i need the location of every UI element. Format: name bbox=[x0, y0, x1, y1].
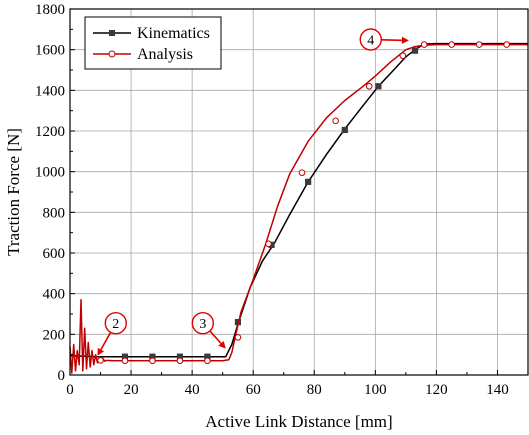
x-tick-label: 140 bbox=[486, 382, 509, 398]
callout-label: 4 bbox=[367, 34, 374, 49]
series-layer bbox=[69, 41, 528, 374]
y-tick-label: 800 bbox=[43, 205, 66, 221]
y-tick-label: 400 bbox=[43, 287, 66, 303]
legend-label: Analysis bbox=[137, 46, 193, 63]
callout-circle bbox=[191, 311, 215, 335]
legend-swatch-marker bbox=[109, 30, 115, 36]
legend-label: Kinematics bbox=[137, 25, 210, 42]
callout-arrowhead bbox=[401, 36, 409, 44]
data-point-analysis bbox=[503, 41, 510, 48]
data-point-analysis bbox=[176, 357, 184, 365]
data-point-analysis bbox=[121, 357, 129, 365]
y-tick-label: 1200 bbox=[35, 124, 65, 140]
x-tick-label: 40 bbox=[185, 382, 200, 398]
data-point-analysis bbox=[234, 334, 242, 341]
axis-ticks: 0 20 40 60 80 100 120 1400200400600800100012001… bbox=[35, 2, 509, 398]
callout-label: 3 bbox=[199, 317, 206, 332]
data-point-kinematics bbox=[411, 47, 419, 54]
data-point-analysis bbox=[475, 41, 483, 48]
data-point-analysis bbox=[448, 41, 455, 48]
y-tick-label: 1000 bbox=[35, 165, 65, 181]
data-point-analysis bbox=[298, 169, 306, 176]
callout-label: 2 bbox=[112, 317, 119, 332]
x-tick-label: 100 bbox=[364, 382, 387, 398]
legend: Kinematics Analysis bbox=[84, 16, 222, 70]
callouts: 2 3 4 bbox=[97, 28, 409, 356]
y-tick-label: 1800 bbox=[35, 2, 65, 18]
data-point-analysis bbox=[265, 240, 272, 248]
x-tick-label: 60 bbox=[246, 382, 261, 398]
data-point-analysis bbox=[332, 117, 339, 125]
y-tick-label: 200 bbox=[43, 327, 66, 343]
data-point-analysis bbox=[204, 357, 211, 365]
y-tick-label: 600 bbox=[43, 246, 66, 262]
y-tick-label: 0 bbox=[58, 368, 66, 384]
grid-lines bbox=[70, 9, 528, 375]
callout-arrow-line bbox=[100, 331, 112, 350]
callout-arrow-line bbox=[381, 38, 402, 42]
data-point-kinematics bbox=[305, 178, 312, 185]
x-tick-label: 0 bbox=[66, 382, 74, 398]
data-point-kinematics bbox=[375, 83, 382, 90]
x-axis-title: Active Link Distance [mm] bbox=[205, 412, 392, 431]
callout-arrow-line bbox=[209, 330, 222, 344]
legend-swatch-marker bbox=[108, 50, 116, 58]
data-point-kinematics bbox=[341, 126, 348, 134]
callout-arrowhead bbox=[218, 340, 226, 349]
y-tick-label: 1400 bbox=[35, 83, 65, 99]
callout-circle bbox=[359, 28, 382, 51]
callout-arrowhead bbox=[97, 347, 105, 356]
legend-box bbox=[84, 16, 222, 70]
y-axis-title: Traction Force [N] bbox=[4, 128, 23, 256]
y-tick-label: 1600 bbox=[35, 43, 65, 59]
data-point-analysis bbox=[365, 82, 373, 90]
callout-circle bbox=[104, 311, 128, 335]
series-line-analysis bbox=[69, 43, 528, 374]
data-point-analysis bbox=[149, 357, 156, 365]
x-tick-label: 120 bbox=[425, 382, 448, 398]
data-point-analysis bbox=[399, 52, 407, 60]
x-tick-label: 80 bbox=[307, 382, 322, 398]
data-point-analysis bbox=[420, 41, 428, 48]
x-tick-label: 20 bbox=[124, 382, 139, 398]
data-point-analysis bbox=[97, 357, 104, 364]
